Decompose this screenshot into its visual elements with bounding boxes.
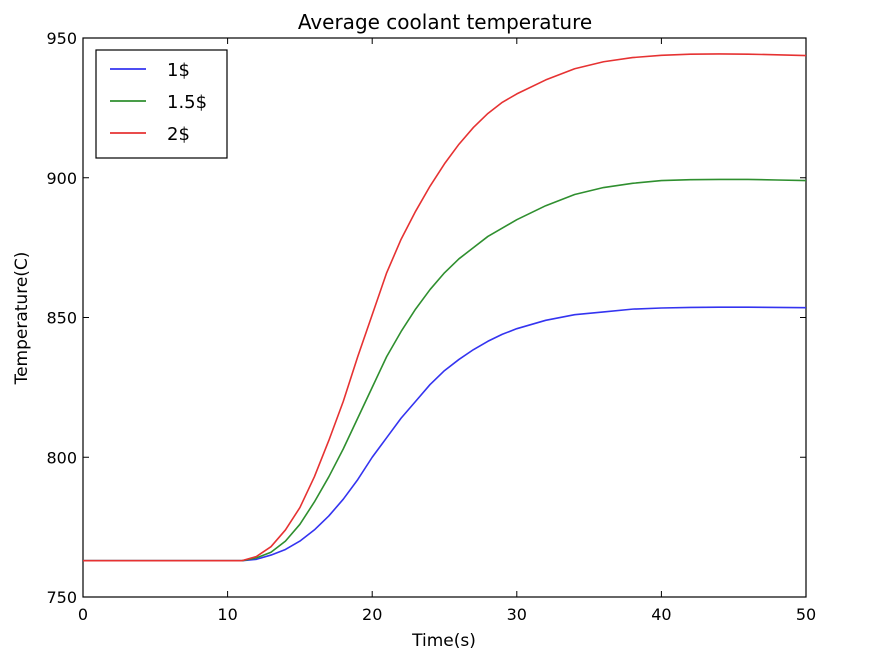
x-tick-label: 20 (362, 605, 382, 624)
x-tick-label: 10 (217, 605, 237, 624)
legend-label-1: 1$ (167, 60, 190, 81)
y-tick-label: 800 (46, 448, 77, 467)
y-tick-label: 950 (46, 29, 77, 48)
legend-box (95, 49, 228, 159)
chart-title: Average coolant temperature (298, 10, 592, 34)
series-group (83, 53, 807, 562)
x-tick-label: 40 (651, 605, 671, 624)
x-tick-label: 0 (78, 605, 88, 624)
y-axis-title: Temperature(C) (12, 252, 32, 386)
y-tick-label: 750 (46, 588, 77, 607)
legend-label-3: 2$ (167, 124, 190, 145)
legend: 1$ 1.5$ 2$ (95, 49, 228, 159)
y-tick-label: 850 (46, 309, 77, 328)
x-axis: 0 10 20 30 40 50 (78, 38, 816, 624)
y-axis: 750 800 850 900 950 (46, 29, 806, 607)
x-tick-label: 50 (796, 605, 816, 624)
plot-area: 0 10 20 30 40 50 750 800 850 900 950 (46, 29, 816, 624)
y-tick-label: 900 (46, 169, 77, 188)
series-line-3 (83, 53, 807, 562)
x-axis-title: Time(s) (411, 631, 476, 651)
legend-label-2: 1.5$ (167, 92, 207, 113)
series-line-2 (83, 178, 807, 562)
series-line-1 (83, 306, 807, 562)
x-tick-label: 30 (507, 605, 527, 624)
